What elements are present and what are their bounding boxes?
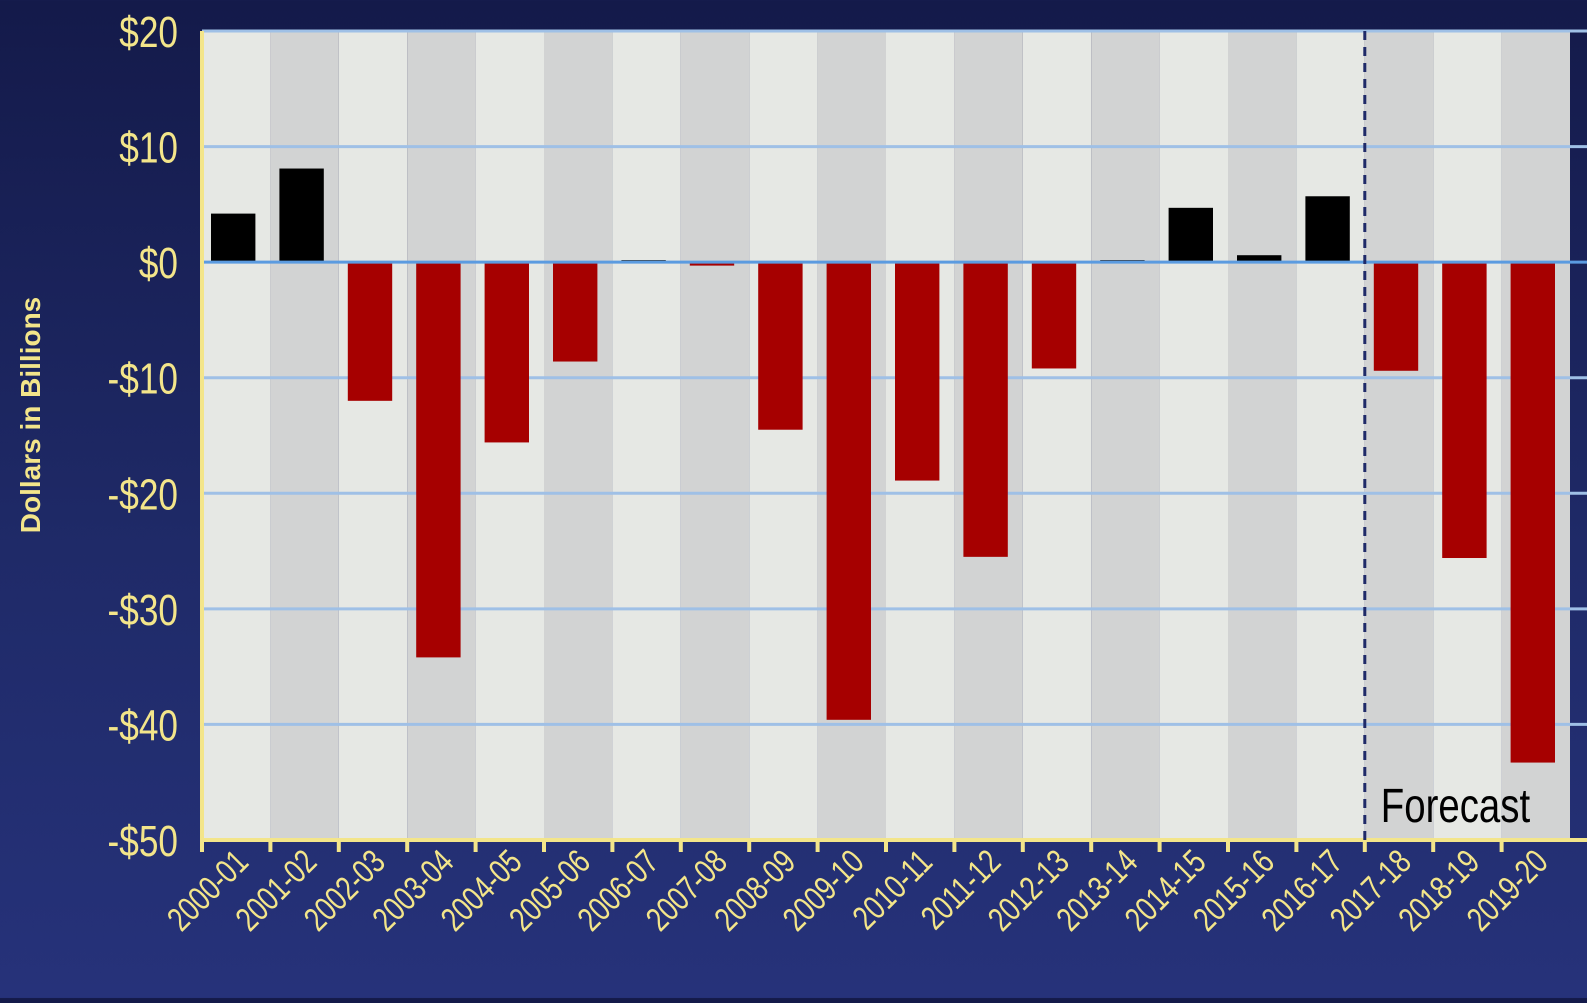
y-tick-label: -$50	[108, 817, 178, 866]
bar	[1168, 207, 1213, 263]
y-tick-label: -$30	[108, 586, 178, 635]
y-tick-label: $0	[139, 239, 178, 288]
category-band	[749, 31, 818, 840]
y-tick-label: $10	[119, 124, 178, 173]
y-tick-label: -$20	[108, 471, 178, 520]
bar	[1442, 262, 1487, 559]
y-tick-label: -$40	[108, 702, 178, 751]
category-band	[1091, 31, 1160, 840]
bar	[1237, 255, 1282, 263]
bar	[689, 262, 735, 266]
category-band	[1022, 31, 1092, 840]
category-band	[338, 31, 408, 840]
bar	[484, 262, 529, 443]
category-band	[544, 31, 613, 840]
y-tick-labels: $20 $10 $0 -$10 -$20 -$30 -$40 -$50	[108, 8, 178, 866]
category-band	[612, 31, 681, 840]
category-band	[202, 31, 271, 840]
y-tick-label: $20	[119, 8, 178, 57]
category-band	[1296, 31, 1365, 840]
y-tick-label: -$10	[108, 355, 178, 404]
bars	[211, 168, 1555, 763]
bar	[1510, 262, 1555, 763]
bar	[211, 213, 256, 263]
bar	[895, 262, 940, 481]
annotations: Forecast	[1363, 31, 1530, 840]
bar	[1373, 262, 1419, 371]
bar	[553, 262, 598, 362]
x-tick-labels: 2000-012001-022002-032003-042004-052005-…	[160, 843, 1555, 939]
bar	[1031, 262, 1077, 369]
bar	[826, 262, 871, 720]
y-axis-label: Dollars in Billions	[15, 297, 46, 533]
bar	[347, 262, 393, 401]
bar	[1305, 196, 1350, 263]
category-band	[680, 31, 750, 840]
category-band	[1228, 31, 1297, 840]
bar	[963, 262, 1008, 557]
bar	[279, 168, 324, 263]
forecast-label: Forecast	[1381, 780, 1530, 833]
category-band	[1364, 31, 1434, 840]
bar	[416, 262, 461, 658]
category-band	[1159, 31, 1228, 840]
bar	[758, 262, 803, 430]
axes	[200, 31, 1587, 852]
category-band	[270, 31, 339, 840]
